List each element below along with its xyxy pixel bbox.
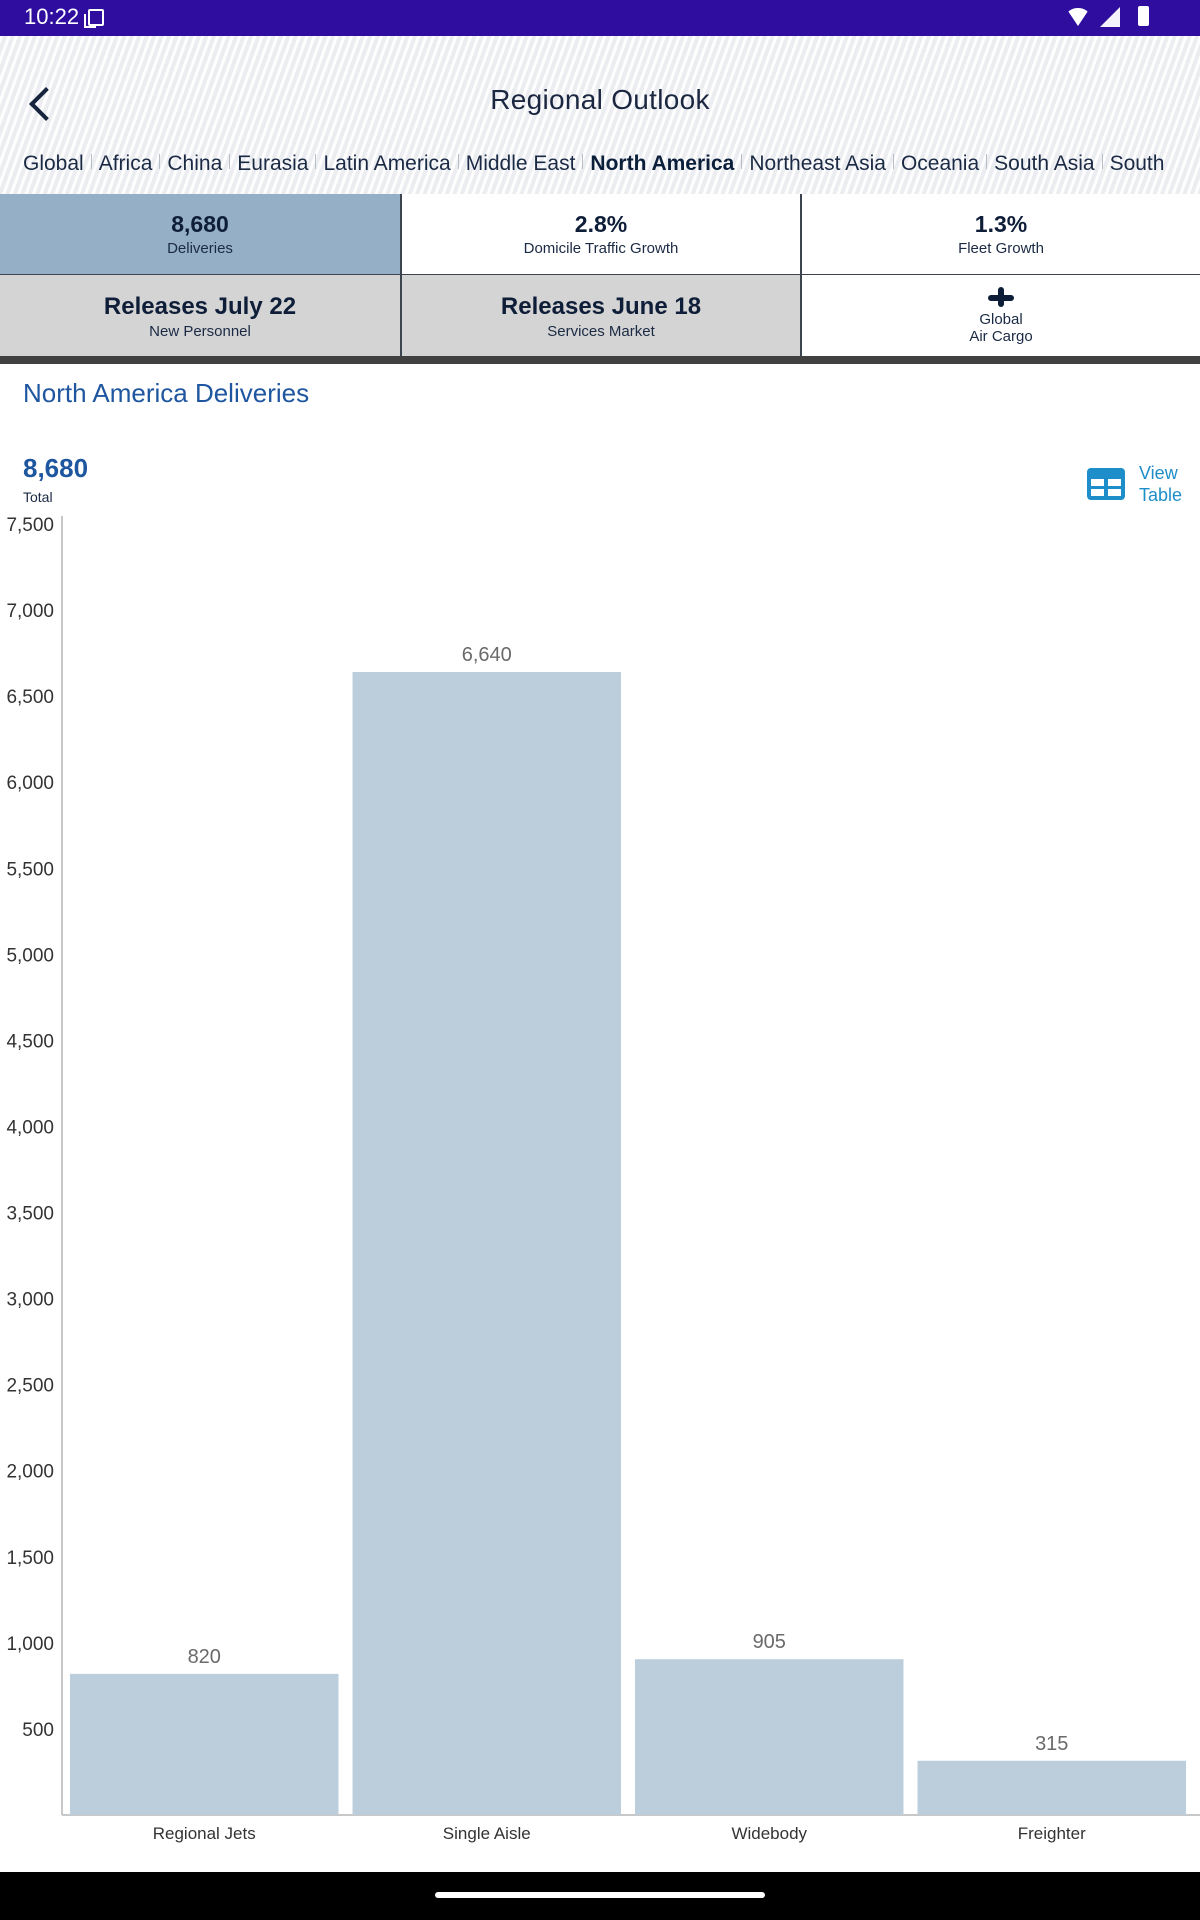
traffic-growth-value: 2.8% [574,211,628,237]
deliveries-label: Deliveries [167,240,233,257]
y-tick-label: 6,500 [6,687,54,708]
tab-africa[interactable]: Africa [98,152,153,175]
status-time: 10:22 [24,4,80,29]
tab-global[interactable]: Global [23,152,84,175]
view-table-line1: View [1139,463,1178,483]
y-tick-label: 3,000 [6,1290,54,1311]
bar-value-label: 6,640 [462,644,512,666]
tab-south[interactable]: South [1109,152,1165,175]
y-tick-label: 5,500 [6,859,54,880]
view-table-line2: Table [1139,485,1183,505]
home-handle[interactable] [435,1892,765,1898]
stats-grid: 8,680 Deliveries 2.8% Domicile Traffic G… [0,194,1200,364]
tab-eurasia[interactable]: Eurasia [237,152,309,175]
bar-single-aisle [352,672,621,1815]
navigation-bar [0,1872,1200,1920]
bar-regional-jets [70,1673,339,1815]
tab-separator [315,154,317,169]
y-tick-label: 3,500 [6,1204,54,1225]
chart-title: North America Deliveries [23,378,310,408]
region-tabs: Global Africa China Eurasia Latin America Mid… [23,152,1200,188]
fleet-growth-label: Fleet Growth [958,240,1044,257]
y-tick-label: 5,000 [6,945,54,966]
tab-northeast-asia[interactable]: Northeast Asia [749,152,886,175]
fleet-growth-tile[interactable]: 1.3% Fleet Growth [800,194,1200,275]
tab-south-asia[interactable]: South Asia [994,152,1095,175]
total-value: 8,680 [23,453,89,483]
y-tick-label: 6,000 [6,773,54,794]
new-personnel-tile[interactable]: Releases July 22 New Personnel [0,275,400,356]
air-cargo-line2: Air Cargo [969,328,1033,345]
y-tick-label: 1,500 [6,1548,54,1569]
air-cargo-tile[interactable]: Global Air Cargo [800,275,1200,356]
y-tick-label: 7,000 [6,601,54,622]
table-icon [1087,468,1125,500]
tab-separator [741,154,743,169]
traffic-growth-label: Domicile Traffic Growth [523,240,679,257]
air-cargo-line1: Global [979,311,1023,328]
bar-value-label: 315 [1035,1733,1068,1755]
bar-freighter [917,1760,1186,1815]
deliveries-bar-chart: 500 1,000 1,500 2,000 2,500 3,000 3,500 4,000 4,… [6,515,1200,1843]
signal-icon [1100,7,1120,27]
bar-value-label: 820 [188,1646,221,1668]
tab-latin-america[interactable]: Latin America [323,152,451,175]
airplane-cargo-icon [988,287,1014,309]
tab-middle-east[interactable]: Middle East [465,152,576,175]
tab-separator [90,154,92,169]
tab-separator [1101,154,1103,169]
traffic-growth-tile[interactable]: 2.8% Domicile Traffic Growth [400,194,800,275]
y-tick-label: 500 [22,1720,54,1741]
category-label: Single Aisle [443,1824,531,1843]
tab-north-america[interactable]: North America [590,152,735,175]
tab-china[interactable]: China [167,152,223,175]
services-market-tile[interactable]: Releases June 18 Services Market [400,275,800,356]
tab-separator [986,154,988,169]
category-label: Regional Jets [153,1824,256,1843]
header: Regional Outlook Global Africa China Eurasi… [0,36,1200,194]
tab-separator [892,154,894,169]
page-title: Regional Outlook [490,84,710,115]
tab-separator [159,154,161,169]
new-personnel-label: New Personnel [149,323,251,340]
note-icon [84,9,104,28]
status-bar: 10:22 [0,0,1200,36]
services-market-value: Releases June 18 [500,293,702,320]
tab-separator [229,154,231,169]
bar-widebody [635,1659,904,1815]
tab-oceania[interactable]: Oceania [900,152,980,175]
y-tick-label: 4,000 [6,1117,54,1138]
bar-value-label: 905 [753,1631,786,1653]
total-label: Total [23,489,53,505]
fleet-growth-value: 1.3% [974,211,1028,237]
y-tick-label: 7,500 [6,515,54,536]
category-label: Freighter [1018,1824,1086,1843]
new-personnel-value: Releases July 22 [103,293,297,320]
view-table-button[interactable]: View Table [1087,462,1197,512]
deliveries-value: 8,680 [171,211,229,237]
status-icons [1066,6,1176,30]
y-tick-label: 2,000 [6,1462,54,1483]
wifi-icon [1066,8,1090,26]
y-tick-label: 1,000 [6,1634,54,1655]
battery-icon [1138,6,1149,26]
y-tick-label: 2,500 [6,1376,54,1397]
deliveries-tile[interactable]: 8,680 Deliveries [0,194,400,275]
tab-separator [457,154,459,169]
category-label: Widebody [731,1824,807,1843]
y-tick-label: 4,500 [6,1031,54,1052]
view-table-label: View Table [1139,462,1199,506]
services-market-label: Services Market [547,323,655,340]
tab-separator [582,154,584,169]
